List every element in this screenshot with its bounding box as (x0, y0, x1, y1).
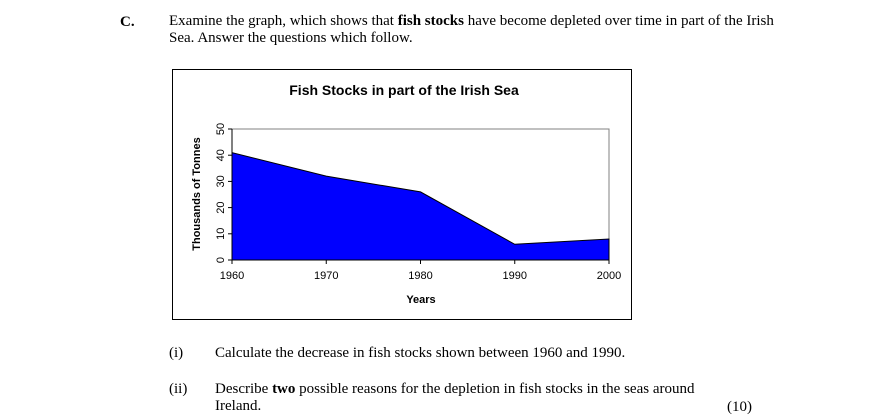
intro-bold-term: fish stocks (397, 13, 464, 29)
chart-frame: Fish Stocks in part of the Irish Sea 0 10… (172, 69, 632, 320)
y-tick-label: 50 (215, 123, 227, 135)
sub-question-bold: two (272, 381, 296, 397)
y-axis-label: Thousands of Tonnes (191, 137, 203, 250)
question-intro: Examine the graph, which shows that fish… (169, 13, 774, 46)
x-tick-label: 1980 (408, 270, 432, 282)
sub-question-number: (ii) (169, 381, 188, 397)
question-label: C. (120, 14, 135, 30)
sub-question-number: (i) (169, 345, 184, 361)
marks-allocation: (10) (727, 399, 752, 415)
y-tick-label: 0 (215, 257, 227, 263)
area-chart: Fish Stocks in part of the Irish Sea 0 10… (191, 82, 621, 306)
chart-title: Fish Stocks in part of the Irish Sea (289, 82, 519, 98)
area-series-0 (231, 151, 610, 261)
y-tick-label: 10 (215, 228, 227, 240)
x-tick-label: 1970 (314, 270, 338, 282)
x-axis-label: Years (406, 294, 435, 306)
sub-question-text: Describe two possible reasons for the de… (215, 381, 695, 414)
x-tick-label: 2000 (597, 270, 621, 282)
sub-question-text: Calculate the decrease in fish stocks sh… (215, 345, 626, 361)
y-tick-label: 20 (215, 201, 227, 213)
y-tick-label: 30 (215, 175, 227, 187)
x-tick-label: 1960 (220, 270, 244, 282)
y-tick-label: 40 (215, 149, 227, 161)
x-tick-label: 1990 (503, 270, 527, 282)
